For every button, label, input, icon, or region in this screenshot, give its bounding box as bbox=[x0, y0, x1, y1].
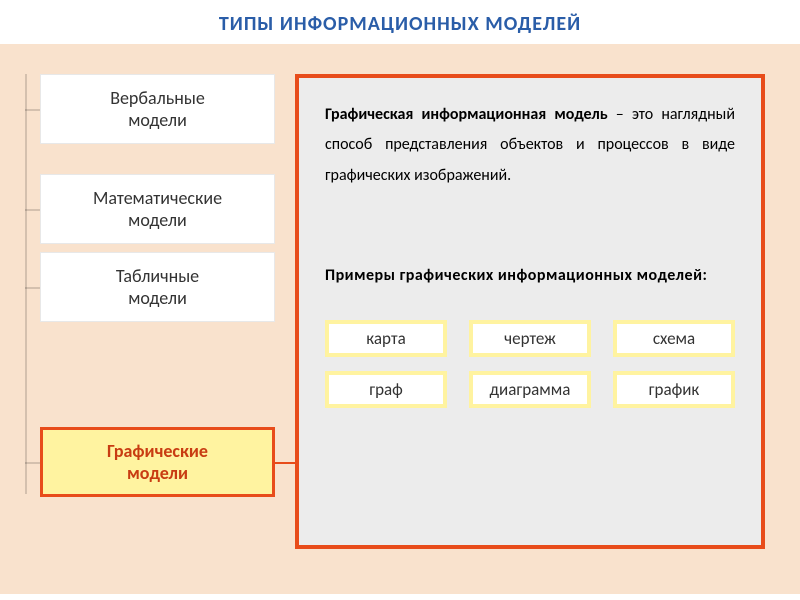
nav-item-graphic[interactable]: Графическиемодели bbox=[40, 427, 275, 497]
tree-vline bbox=[25, 74, 27, 494]
nav-label: Графическиемодели bbox=[107, 440, 208, 485]
tree-hline-1 bbox=[25, 109, 40, 111]
definition-term: Графическая информационная модель bbox=[325, 105, 608, 124]
nav-item-math[interactable]: Математическиемодели bbox=[40, 174, 275, 244]
slide-body: Вербальныемодели Математическиемодели Та… bbox=[0, 44, 800, 594]
example-chip-map[interactable]: карта bbox=[325, 320, 447, 357]
example-chip-plot[interactable]: график bbox=[613, 371, 735, 408]
sidebar-nav: Вербальныемодели Математическиемодели Та… bbox=[40, 74, 275, 497]
nav-label: Табличныемодели bbox=[116, 265, 199, 310]
nav-item-verbal[interactable]: Вербальныемодели bbox=[40, 74, 275, 144]
tree-hline-3 bbox=[25, 287, 40, 289]
example-chip-drawing[interactable]: чертеж bbox=[469, 320, 591, 357]
example-chip-diagram[interactable]: диаграмма bbox=[469, 371, 591, 408]
nav-label: Вербальныемодели bbox=[110, 87, 205, 132]
nav-label: Математическиемодели bbox=[93, 187, 222, 232]
example-chip-graph[interactable]: граф bbox=[325, 371, 447, 408]
tree-hline-4 bbox=[25, 462, 40, 464]
examples-grid: карта чертеж схема граф диаграмма график bbox=[325, 320, 735, 408]
page-title: ТИПЫ ИНФОРМАЦИОННЫХ МОДЕЛЕЙ bbox=[0, 0, 800, 44]
example-chip-scheme[interactable]: схема bbox=[613, 320, 735, 357]
nav-item-table[interactable]: Табличныемодели bbox=[40, 252, 275, 322]
tree-hline-2 bbox=[25, 209, 40, 211]
definition-text: Графическая информационная модель – это … bbox=[325, 100, 735, 191]
content-panel: Графическая информационная модель – это … bbox=[295, 74, 765, 549]
nav-connector bbox=[275, 462, 295, 464]
examples-heading: Примеры графических информационных модел… bbox=[325, 261, 735, 291]
